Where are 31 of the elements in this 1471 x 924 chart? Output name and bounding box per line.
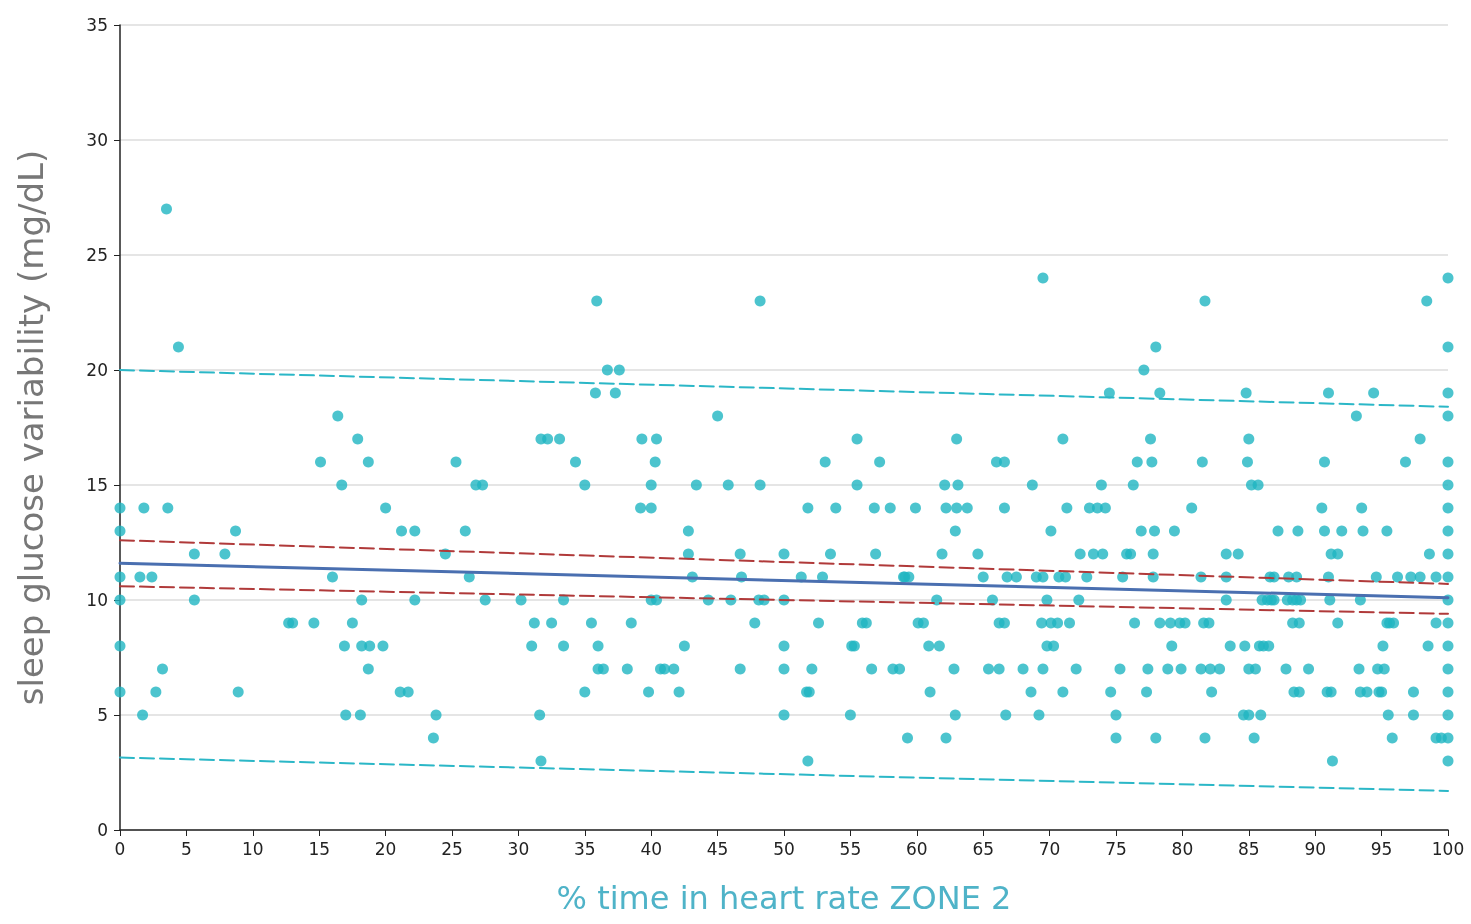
x-tick-label: 85 bbox=[1237, 838, 1260, 859]
x-tick-label: 35 bbox=[573, 838, 596, 859]
y-tick-label: 5 bbox=[97, 705, 108, 725]
x-tick-label: 5 bbox=[180, 838, 192, 859]
x-tick-label: 20 bbox=[374, 838, 397, 859]
x-tick-label: 50 bbox=[773, 838, 795, 859]
y-tick-label: 25 bbox=[86, 245, 108, 265]
y-tick-label: 35 bbox=[86, 15, 108, 35]
y-tick-label: 15 bbox=[86, 475, 108, 495]
x-tick-label: 65 bbox=[972, 838, 995, 859]
x-tick-label: 70 bbox=[1038, 838, 1061, 859]
x-tick-label: 95 bbox=[1370, 838, 1393, 859]
x-tick-label: 30 bbox=[507, 838, 530, 859]
x-tick-label: 90 bbox=[1304, 838, 1327, 859]
x-tick-label: 15 bbox=[308, 838, 331, 859]
x-tick-label: 40 bbox=[640, 838, 663, 859]
y-axis-title: sleep glucose variability (mg/dL) bbox=[11, 149, 51, 706]
x-tick-label: 55 bbox=[839, 838, 862, 859]
x-tick-label: 80 bbox=[1171, 838, 1194, 859]
x-tick-label: 10 bbox=[241, 838, 264, 859]
x-tick-label: 0 bbox=[114, 838, 126, 859]
x-tick-label: 45 bbox=[706, 838, 729, 859]
x-axis-title: % time in heart rate ZONE 2 bbox=[556, 879, 1012, 917]
y-tick-label: 30 bbox=[86, 130, 108, 150]
x-tick-label: 25 bbox=[441, 838, 463, 859]
x-tick-label: 60 bbox=[905, 838, 928, 859]
y-tick-label: 10 bbox=[86, 590, 108, 610]
x-tick-label: 75 bbox=[1105, 838, 1127, 859]
y-tick-label: 20 bbox=[86, 360, 108, 380]
x-tick-label: 100 bbox=[1431, 838, 1465, 859]
y-tick-label: 0 bbox=[97, 820, 108, 840]
